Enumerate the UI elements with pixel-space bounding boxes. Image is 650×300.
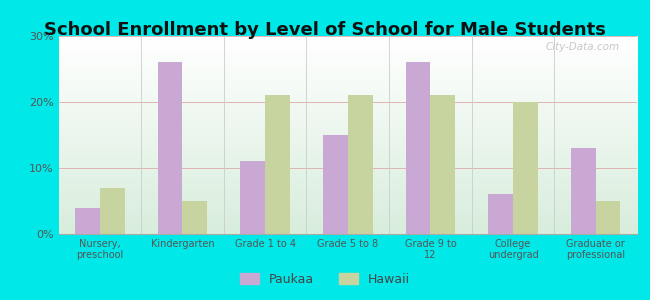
Text: School Enrollment by Level of School for Male Students: School Enrollment by Level of School for…	[44, 21, 606, 39]
Bar	[158, 62, 183, 234]
Bar	[348, 95, 372, 234]
Bar	[595, 201, 621, 234]
Text: City-Data.com: City-Data.com	[545, 42, 619, 52]
Bar	[323, 135, 348, 234]
Bar	[75, 208, 100, 234]
Bar	[513, 102, 538, 234]
Bar	[430, 95, 455, 234]
Bar	[183, 201, 207, 234]
Legend: Paukaa, Hawaii: Paukaa, Hawaii	[235, 268, 415, 291]
Bar	[100, 188, 125, 234]
Bar	[240, 161, 265, 234]
Bar	[265, 95, 290, 234]
Bar	[488, 194, 513, 234]
Bar	[571, 148, 595, 234]
Bar	[406, 62, 430, 234]
